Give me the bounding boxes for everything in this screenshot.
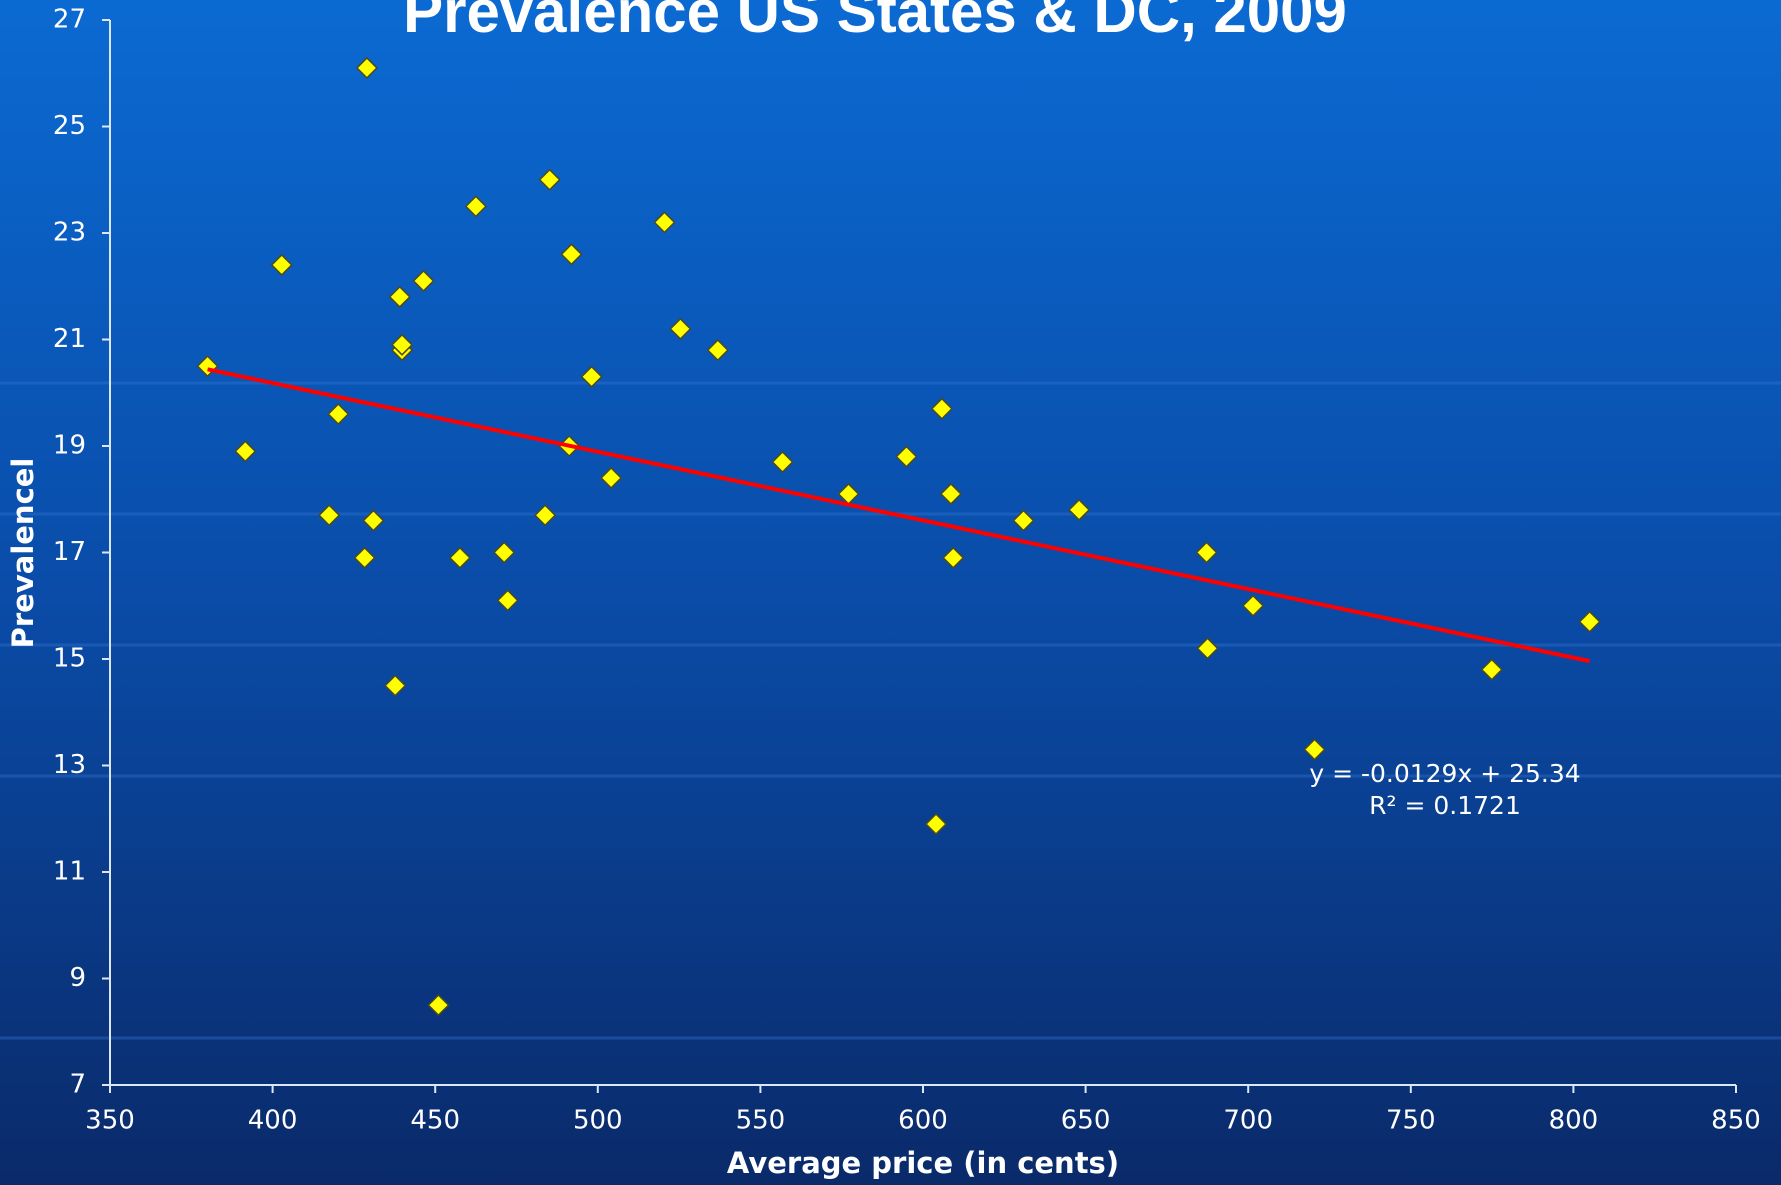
y-tick-label: 21 <box>53 324 86 354</box>
data-point <box>653 211 676 234</box>
data-point <box>1195 541 1218 564</box>
y-tick-label: 25 <box>53 111 86 141</box>
trendline <box>207 367 1591 664</box>
y-tick-label: 17 <box>53 537 86 567</box>
data-point <box>496 589 519 612</box>
x-axis-label: Average price (in cents) <box>727 1146 1119 1180</box>
data-point <box>448 546 471 569</box>
x-tick-label: 700 <box>1223 1106 1273 1136</box>
data-point <box>560 243 583 266</box>
chart-title: Prevalence US States & DC, 2009 <box>403 0 1347 45</box>
x-tick-label: 450 <box>410 1106 460 1136</box>
y-tick-label: 11 <box>53 857 86 887</box>
annotation: y = -0.0129x + 25.34 <box>1309 759 1580 788</box>
data-point <box>1242 594 1265 617</box>
y-tick-label: 19 <box>53 431 86 461</box>
x-tick-label: 400 <box>248 1106 298 1136</box>
data-point <box>427 994 450 1017</box>
x-tick-label: 350 <box>85 1106 135 1136</box>
data-point <box>895 445 918 468</box>
data-point <box>355 56 378 79</box>
data-point <box>706 339 729 362</box>
data-point <box>1196 637 1219 660</box>
data-point <box>930 397 953 420</box>
data-point <box>493 541 516 564</box>
data-point <box>771 450 794 474</box>
data-point <box>412 269 435 292</box>
data-point <box>942 546 965 569</box>
data-point <box>1068 498 1091 521</box>
x-tick-label: 800 <box>1549 1106 1599 1136</box>
data-point <box>388 285 411 308</box>
data-point <box>234 440 257 463</box>
annotation: R² = 0.1721 <box>1369 791 1521 820</box>
data-point <box>327 402 350 426</box>
decoration <box>0 381 1781 1040</box>
data-point <box>538 168 561 191</box>
data-point <box>464 195 487 218</box>
y-tick-label: 9 <box>69 963 86 993</box>
data-point <box>1480 658 1503 681</box>
y-tick-label: 13 <box>53 750 86 780</box>
data-point <box>580 365 603 388</box>
x-tick-label: 550 <box>736 1106 786 1136</box>
y-tick-label: 27 <box>53 5 86 35</box>
data-point <box>353 546 376 569</box>
data-point <box>600 466 623 490</box>
data-point <box>1578 610 1601 633</box>
data-point <box>939 482 963 505</box>
data-point <box>1012 509 1035 532</box>
x-tick-label: 750 <box>1386 1106 1436 1136</box>
y-tick-label: 23 <box>53 218 86 248</box>
data-point <box>390 333 414 356</box>
y-axis-label: Prevalencel <box>6 458 40 649</box>
y-tick-label: 15 <box>53 644 86 674</box>
x-tick-label: 850 <box>1711 1106 1761 1136</box>
data-point <box>669 317 692 340</box>
data-point <box>362 509 385 532</box>
data-point <box>318 504 341 527</box>
data-point <box>534 504 557 527</box>
x-tick-label: 500 <box>573 1106 623 1136</box>
data-point <box>270 253 293 277</box>
data-point <box>924 813 948 836</box>
y-tick-label: 7 <box>69 1070 86 1100</box>
data-point <box>384 674 407 697</box>
x-tick-label: 600 <box>898 1106 948 1136</box>
x-tick-label: 650 <box>1061 1106 1111 1136</box>
data-point <box>1303 738 1326 761</box>
